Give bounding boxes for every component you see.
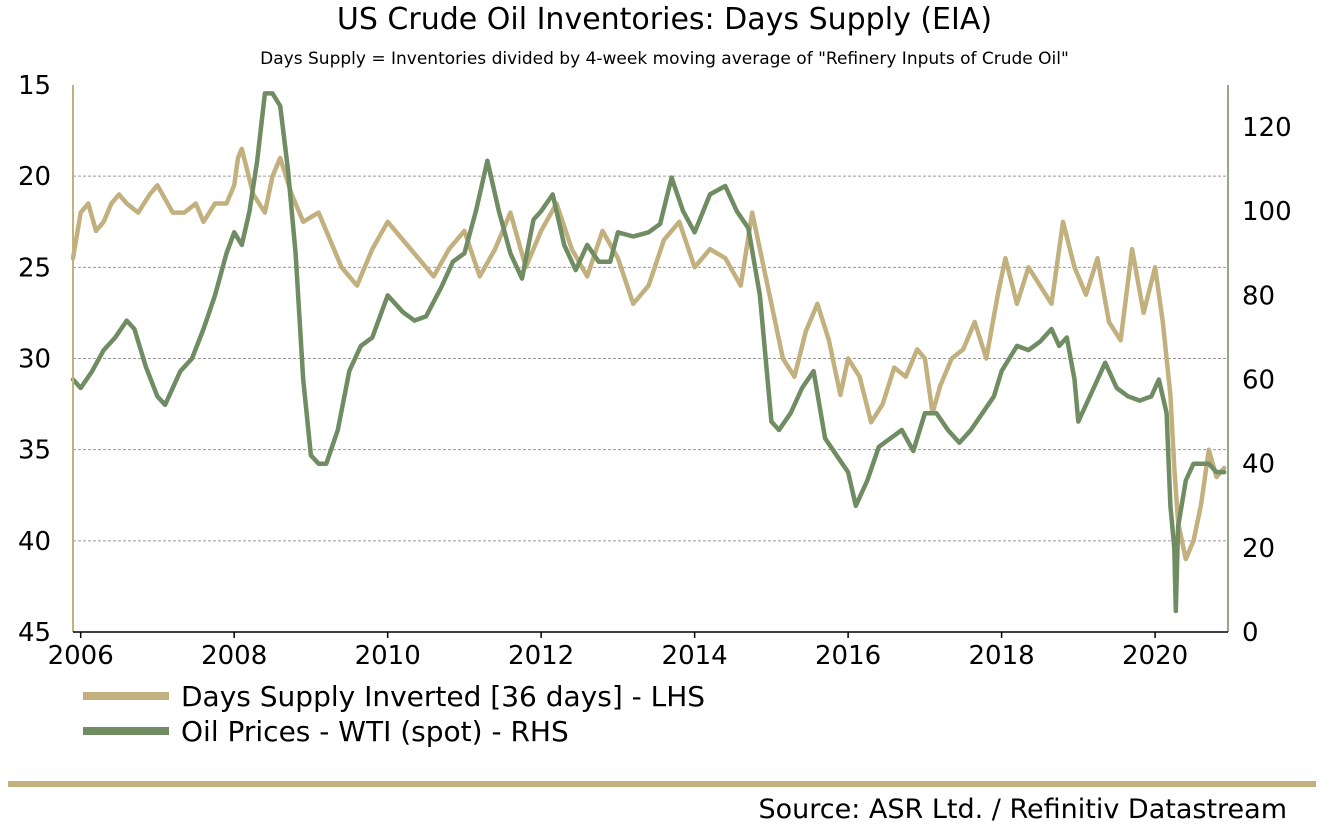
legend-label-days-supply: Days Supply Inverted [36 days] - LHS — [181, 679, 706, 713]
series-line-oil-prices — [70, 91, 1227, 614]
right-axis-tick-label: 120 — [1242, 113, 1292, 143]
x-axis-tick-label: 2012 — [508, 641, 574, 671]
legend-swatch-oil-prices — [83, 727, 169, 735]
source-note: Source: ASR Ltd. / Refinitiv Datastream — [758, 794, 1288, 825]
axes — [72, 85, 1229, 638]
left-axis-tick-label: 20 — [18, 162, 51, 192]
left-axis-tick-label: 15 — [18, 71, 51, 101]
footer-divider — [8, 781, 1316, 787]
legend-item-oil-prices: Oil Prices - WTI (spot) - RHS — [83, 714, 569, 748]
x-axis-tick-label: 2010 — [355, 641, 421, 671]
legend-item-days-supply: Days Supply Inverted [36 days] - LHS — [83, 679, 705, 713]
left-axis-tick-label: 30 — [18, 345, 51, 375]
right-axis-tick-label: 100 — [1242, 197, 1292, 227]
series-lines — [70, 91, 1227, 614]
left-axis-tick-label: 25 — [18, 253, 51, 283]
x-axis-tick-label: 2008 — [201, 641, 267, 671]
right-axis-tick-label: 40 — [1242, 450, 1275, 480]
legend-swatch-days-supply — [83, 692, 169, 700]
left-axis-tick-label: 45 — [18, 618, 51, 648]
line-chart: 15 20 25 30 35 40 45 0 20 40 60 80 100 120 2006 2008 201… — [18, 71, 1292, 671]
series-line-days-supply — [70, 146, 1227, 562]
chart-title: US Crude Oil Inventories: Days Supply (E… — [336, 2, 993, 37]
chart-subtitle: Days Supply = Inventories divided by 4-w… — [260, 49, 1069, 69]
legend-label-oil-prices: Oil Prices - WTI (spot) - RHS — [181, 714, 569, 748]
x-axis-tick-label: 2018 — [969, 641, 1035, 671]
x-axis-tick-label: 2020 — [1122, 641, 1188, 671]
x-axis-tick-label: 2016 — [815, 641, 881, 671]
tick-labels: 15 20 25 30 35 40 45 0 20 40 60 80 100 120 2006 2008 201… — [18, 71, 1292, 671]
right-axis-tick-label: 80 — [1242, 281, 1275, 311]
x-axis-tick-label: 2014 — [662, 641, 728, 671]
right-axis-tick-label: 20 — [1242, 534, 1275, 564]
x-axis-tick-label: 2006 — [48, 641, 114, 671]
left-axis-tick-label: 35 — [18, 436, 51, 466]
right-axis-tick-label: 0 — [1242, 618, 1259, 648]
left-axis-tick-label: 40 — [18, 527, 51, 557]
grid-lines — [73, 175, 1228, 542]
right-axis-tick-label: 60 — [1242, 366, 1275, 396]
